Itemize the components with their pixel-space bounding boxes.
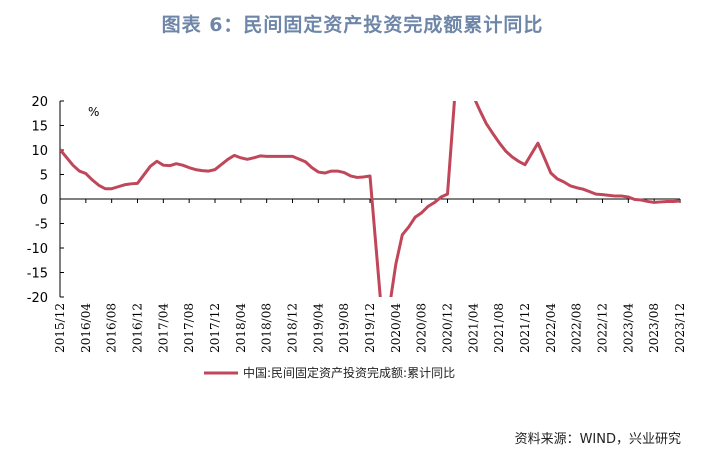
x-tick-label: 2021/04 (466, 303, 480, 353)
series-line (60, 101, 680, 297)
y-tick-label: 5 (40, 169, 48, 184)
x-tick-label: 2016/04 (79, 303, 93, 353)
x-tick-label: 2020/04 (389, 303, 403, 353)
y-tick-label: -5 (35, 218, 48, 233)
y-tick-labels: 20 15 10 5 0 -5 -10 -15 -20 (27, 95, 64, 306)
x-tick-labels: 2015/12 2016/04 2016/08 2016/12 2017/04 2017/… (53, 199, 687, 353)
y-tick-label: 0 (40, 193, 48, 208)
x-tick-label: 2017/12 (208, 303, 222, 353)
x-tick-label: 2023/08 (647, 303, 661, 353)
x-tick-label: 2023/12 (673, 303, 687, 353)
y-tick-label: 20 (31, 95, 48, 110)
x-tick-label: 2019/04 (311, 303, 325, 353)
x-tick-label: 2015/12 (53, 303, 67, 353)
x-tick-label: 2018/08 (260, 303, 274, 353)
x-tick-label: 2017/08 (182, 303, 196, 353)
x-tick-label: 2022/12 (596, 303, 610, 353)
x-tick-label: 2019/12 (363, 303, 377, 353)
legend-label: 中国:民间固定资产投资完成额:累计同比 (243, 365, 455, 380)
x-tick-label: 2017/04 (156, 303, 170, 353)
x-tick-label: 2020/12 (441, 303, 455, 353)
y-tick-label: 15 (31, 120, 48, 135)
x-tick-label: 2018/04 (234, 303, 248, 353)
x-tick-label: 2018/12 (286, 303, 300, 353)
x-tick-label: 2016/08 (105, 303, 119, 353)
x-tick-label: 2020/08 (415, 303, 429, 353)
y-tick-label: 10 (31, 144, 48, 159)
x-tick-label: 2022/04 (544, 303, 558, 353)
y-tick-label: -20 (27, 291, 48, 306)
x-tick-label: 2021/08 (492, 303, 506, 353)
x-tick-label: 2016/12 (131, 303, 145, 353)
x-tick-label: 2019/08 (337, 303, 351, 353)
x-tick-label: 2022/08 (570, 303, 584, 353)
plot-area (60, 101, 680, 297)
legend: 中国:民间固定资产投资完成额:累计同比 (204, 365, 455, 380)
x-tick-label: 2021/12 (518, 303, 532, 353)
chart-title: 图表 6：民间固定资产投资完成额累计同比 (161, 14, 544, 36)
y-tick-label: -15 (27, 267, 48, 282)
y-tick-label: -10 (27, 242, 48, 257)
y-unit-label: % (88, 105, 99, 119)
x-tick-label: 2023/04 (621, 303, 635, 353)
source-note: 资料来源：WIND，兴业研究 (514, 432, 681, 447)
